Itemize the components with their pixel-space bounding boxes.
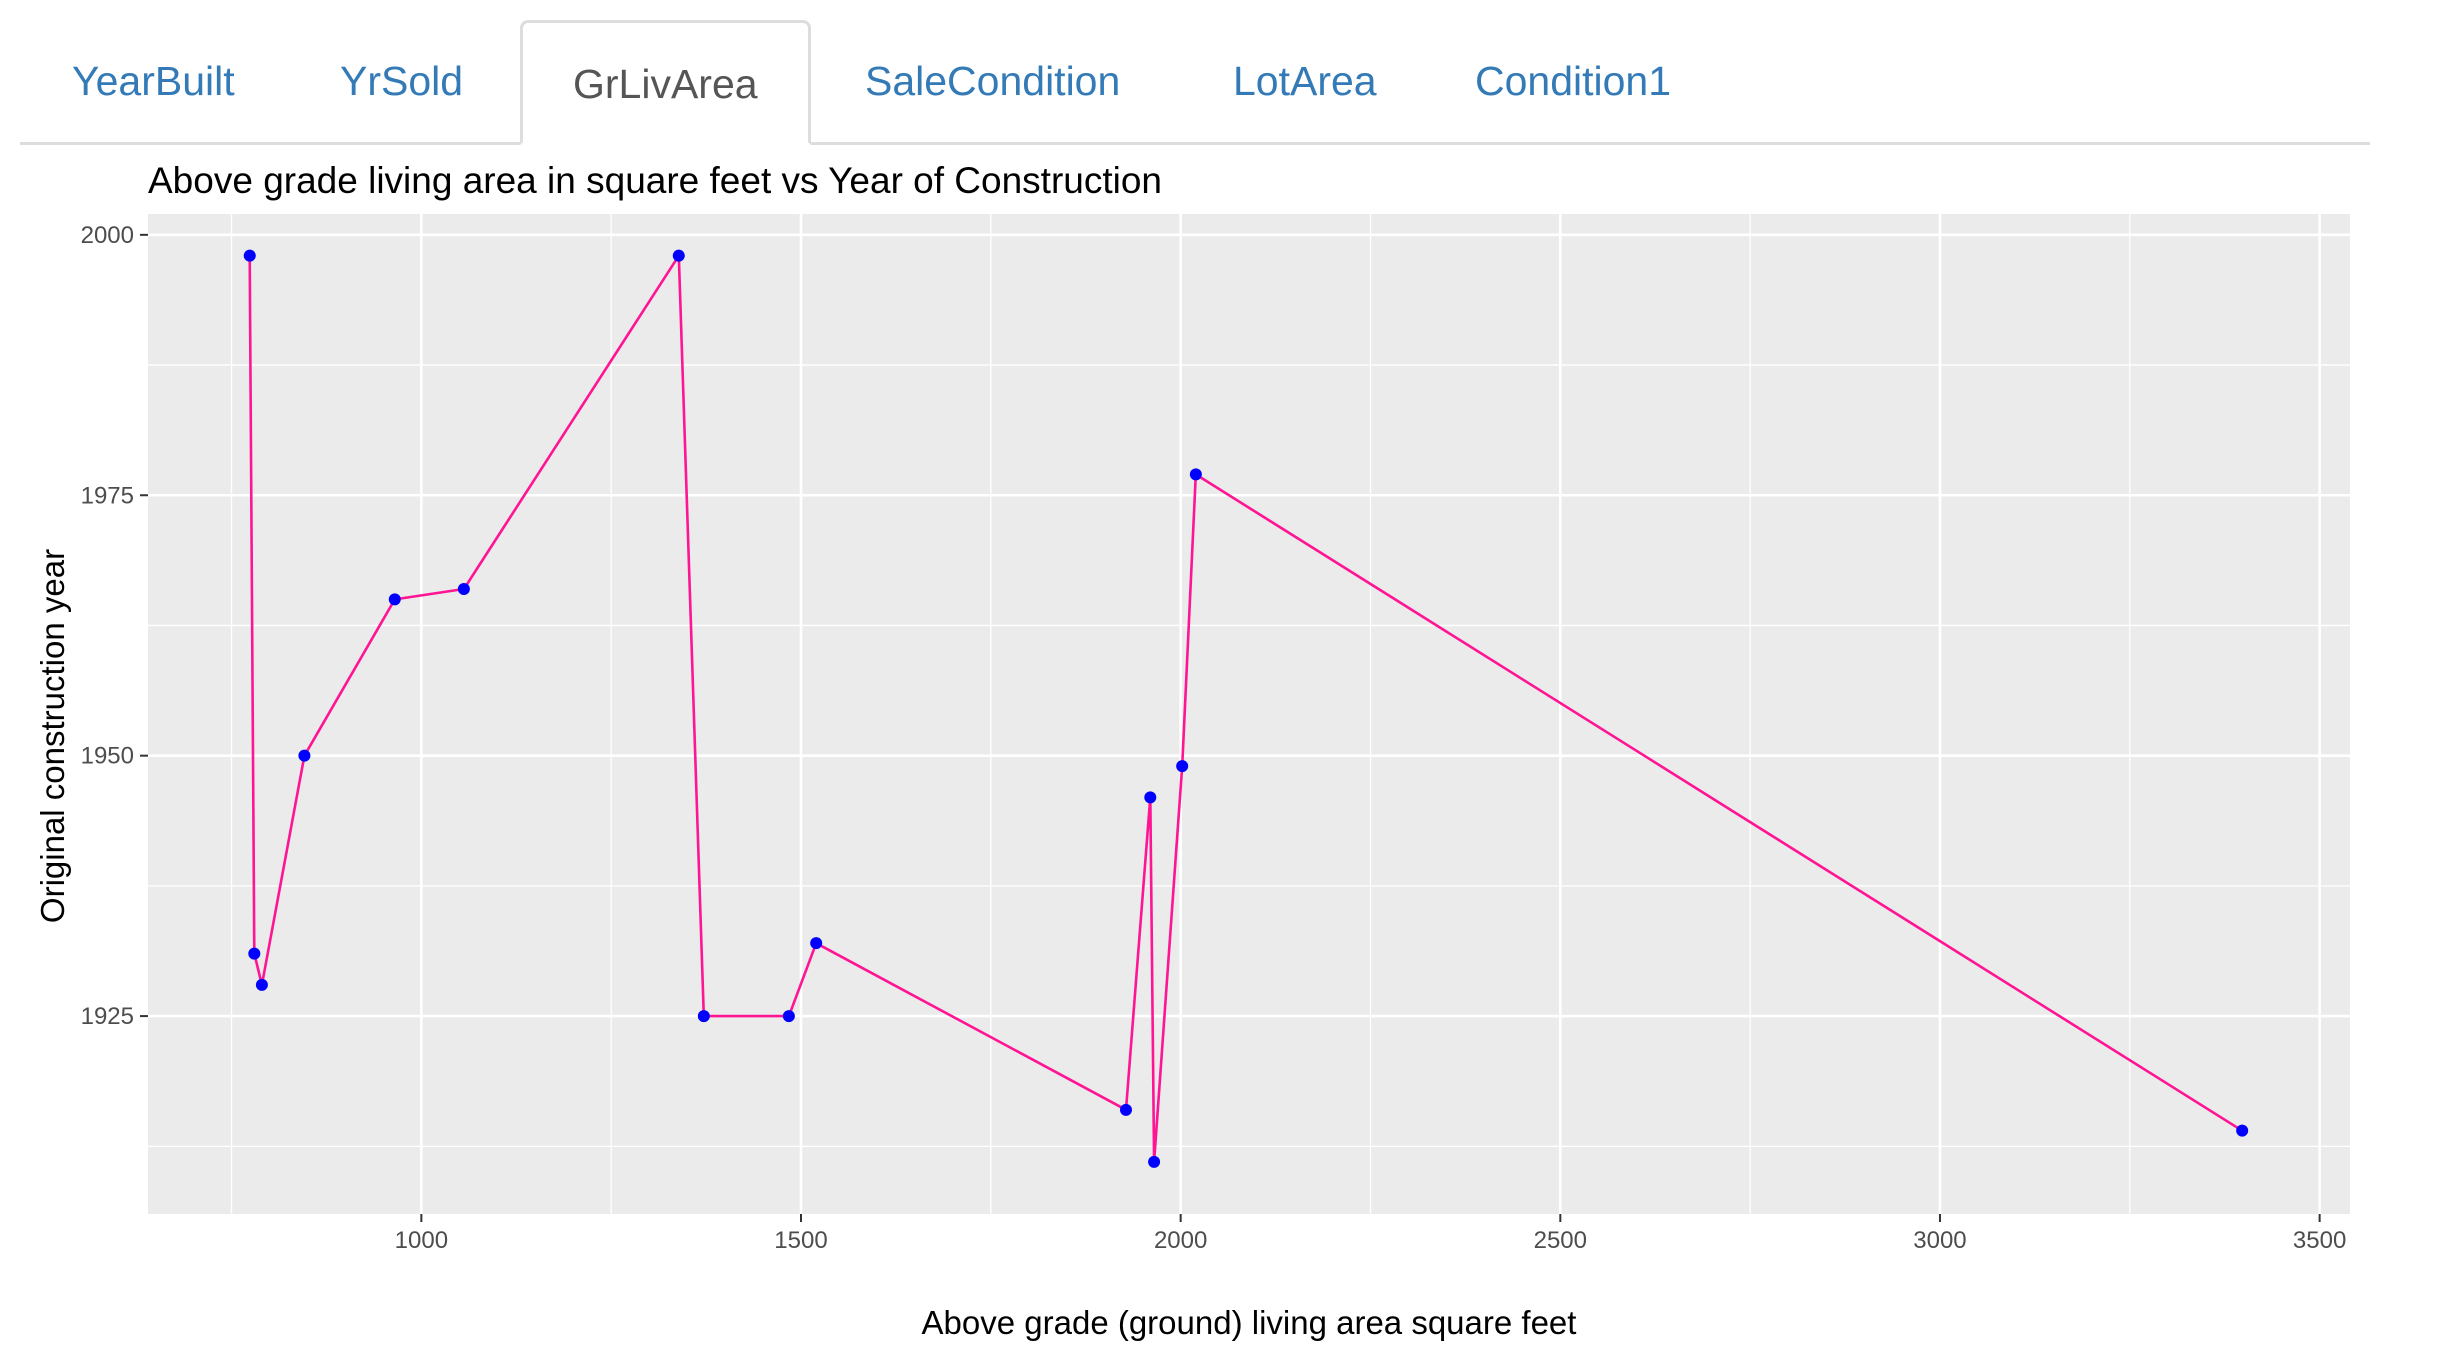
- data-point: [1189, 468, 1202, 481]
- data-point: [1144, 791, 1157, 804]
- x-tick-label: 1000: [395, 1227, 448, 1254]
- data-point: [1176, 760, 1189, 773]
- data-point: [672, 249, 685, 262]
- x-tick-labels: 1000 1500 2000 2500 3000 3500: [395, 1227, 2347, 1254]
- y-tick-label: 1950: [81, 743, 134, 770]
- y-tick-label: 1975: [81, 482, 134, 509]
- grid-major: [148, 214, 2350, 1214]
- series-points: [243, 249, 2249, 1168]
- tab-yearbuilt-label: YearBuilt: [72, 58, 235, 104]
- data-point: [782, 1010, 795, 1023]
- tab-salecondition[interactable]: SaleCondition: [815, 20, 1170, 142]
- tab-yrsold-label: YrSold: [340, 58, 464, 104]
- data-point: [2236, 1124, 2249, 1137]
- chart: Above grade living area in square feet v…: [34, 160, 2350, 1341]
- tab-salecondition-label: SaleCondition: [865, 58, 1121, 104]
- grid-minor: [148, 214, 2350, 1214]
- x-tick-label: 3000: [1913, 1227, 1966, 1254]
- y-tick-labels: 1925 1950 1975 2000: [81, 222, 134, 1030]
- y-tick-label: 2000: [81, 222, 134, 249]
- chart-title: Above grade living area in square feet v…: [148, 160, 1162, 201]
- data-point: [388, 593, 401, 606]
- y-tick-label: 1925: [81, 1003, 134, 1030]
- tab-yearbuilt[interactable]: YearBuilt: [22, 20, 285, 142]
- tab-lotarea[interactable]: LotArea: [1183, 20, 1427, 142]
- data-point: [697, 1010, 710, 1023]
- x-tick-label: 2500: [1534, 1227, 1587, 1254]
- data-point: [457, 583, 470, 595]
- series-line: [248, 254, 2243, 1164]
- data-point: [1119, 1103, 1132, 1116]
- y-axis-label: Original construction year: [34, 549, 71, 923]
- tab-condition1[interactable]: Condition1: [1425, 20, 1721, 142]
- tab-lotarea-label: LotArea: [1233, 58, 1377, 104]
- x-tick-label: 1500: [774, 1227, 827, 1254]
- tab-condition1-label: Condition1: [1475, 58, 1672, 104]
- data-point: [255, 978, 268, 991]
- x-axis-label: Above grade (ground) living area square …: [922, 1304, 1577, 1341]
- series-line-path: [248, 254, 2243, 1164]
- data-point: [298, 749, 311, 762]
- plot-panel: [148, 214, 2350, 1214]
- tab-bar: YearBuilt YrSold GrLivArea SaleCondition…: [0, 0, 2452, 152]
- data-point: [1148, 1155, 1161, 1168]
- tab-underline: [20, 142, 2370, 145]
- tab-yrsold[interactable]: YrSold: [290, 20, 513, 142]
- tab-grlivarea-label: GrLivArea: [573, 61, 758, 107]
- x-tick-label: 2000: [1154, 1227, 1207, 1254]
- data-point: [248, 947, 261, 960]
- data-point: [243, 249, 256, 262]
- axis-ticks: [140, 233, 2321, 1222]
- tab-grlivarea[interactable]: GrLivArea: [520, 20, 811, 145]
- data-point: [810, 937, 823, 950]
- x-tick-label: 3500: [2293, 1227, 2346, 1254]
